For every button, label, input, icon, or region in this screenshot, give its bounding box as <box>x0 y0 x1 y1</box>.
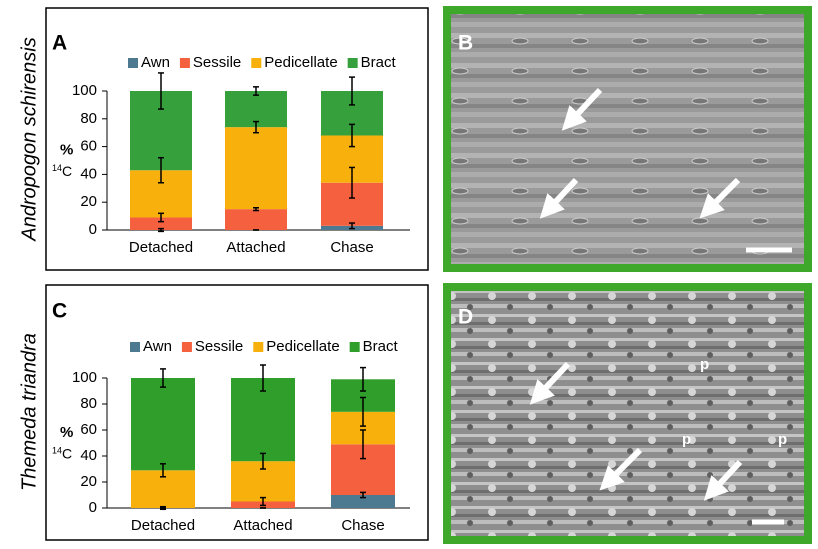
legend-label: Pedicellate <box>264 54 337 71</box>
x-tick-label: Attached <box>226 239 285 256</box>
legend-label: Bract <box>361 54 397 71</box>
annotation: p <box>778 431 787 448</box>
figure: B D p p p AAndropogon schirensis%14C0204… <box>0 0 818 544</box>
y-tick-label: 100 <box>72 82 97 99</box>
species-label: Andropogon schirensis <box>18 37 40 241</box>
x-tick-label: Detached <box>131 517 195 534</box>
y-tick-label: 40 <box>80 165 97 182</box>
legend-swatch <box>128 58 138 68</box>
y-tick-label: 60 <box>80 421 97 438</box>
legend-label: Sessile <box>193 54 241 71</box>
legend-swatch <box>253 342 263 352</box>
y-axis-label: % <box>60 141 73 158</box>
legend-swatch <box>130 342 140 352</box>
legend-swatch <box>251 58 261 68</box>
y-axis-label: 14 <box>52 163 62 173</box>
legend-swatch <box>182 342 192 352</box>
legend-label: Awn <box>141 54 170 71</box>
y-tick-label: 20 <box>80 193 97 210</box>
bar-segment <box>225 209 287 230</box>
image-panel: B <box>447 10 808 268</box>
legend-label: Bract <box>363 338 399 355</box>
panel-letter: D <box>458 306 473 329</box>
legend-label: Sessile <box>195 338 243 355</box>
x-tick-label: Detached <box>129 239 193 256</box>
annotation: p <box>700 356 709 373</box>
y-tick-label: 0 <box>89 499 97 516</box>
y-tick-label: 40 <box>80 447 97 464</box>
panel-letter: B <box>458 32 473 55</box>
legend-label: Awn <box>143 338 172 355</box>
legend-swatch <box>348 58 358 68</box>
x-tick-label: Chase <box>341 517 384 534</box>
y-axis-label: C <box>62 163 72 179</box>
panel-letter: A <box>52 32 67 55</box>
y-axis-label: C <box>62 446 72 462</box>
y-tick-label: 80 <box>80 395 97 412</box>
bar-segment <box>131 378 195 470</box>
legend-swatch <box>350 342 360 352</box>
species-label: Themeda triandra <box>18 333 40 491</box>
y-tick-label: 20 <box>80 473 97 490</box>
y-tick-label: 0 <box>89 221 97 238</box>
x-tick-label: Chase <box>330 239 373 256</box>
annotation: p <box>682 431 691 448</box>
y-tick-label: 60 <box>80 138 97 155</box>
y-axis-label: % <box>60 424 73 441</box>
image-panel: D p p p <box>447 287 808 540</box>
panel-letter: C <box>52 300 67 323</box>
legend-label: Pedicellate <box>266 338 339 355</box>
bar-segment <box>225 127 287 209</box>
y-axis-label: 14 <box>52 445 62 455</box>
y-tick-label: 80 <box>80 110 97 127</box>
y-tick-label: 100 <box>72 369 97 386</box>
legend-swatch <box>180 58 190 68</box>
x-tick-label: Attached <box>233 517 292 534</box>
